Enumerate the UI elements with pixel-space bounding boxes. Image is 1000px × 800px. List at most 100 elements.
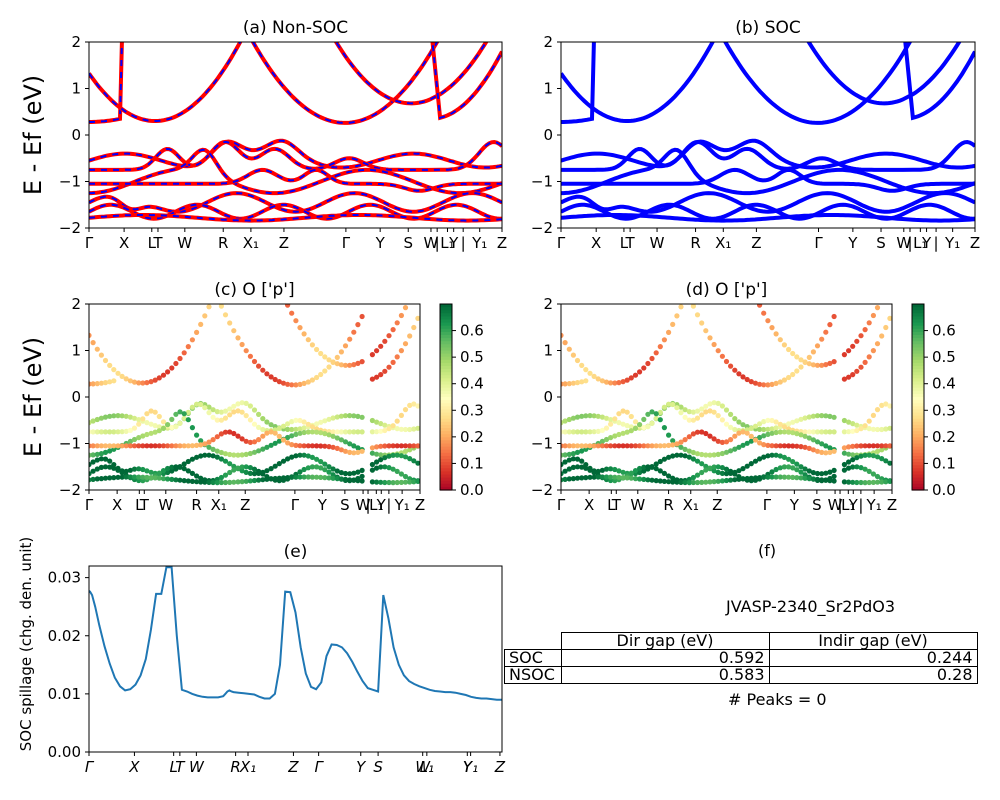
projected-point bbox=[415, 425, 420, 431]
projected-point bbox=[309, 424, 315, 430]
projected-point bbox=[596, 274, 601, 279]
x-tick-label: Z bbox=[494, 758, 506, 776]
colorbar-segment bbox=[440, 325, 452, 330]
projected-point bbox=[678, 274, 683, 279]
projected-point bbox=[285, 274, 290, 279]
projected-point bbox=[107, 448, 113, 454]
projected-point bbox=[621, 274, 626, 279]
colorbar-segment bbox=[440, 328, 452, 333]
projected-point bbox=[268, 466, 274, 472]
projected-point bbox=[661, 478, 668, 484]
projected-point bbox=[570, 456, 577, 462]
projected-point bbox=[879, 443, 885, 449]
projected-point bbox=[359, 414, 365, 420]
projected-point bbox=[95, 274, 100, 279]
projected-point bbox=[653, 415, 659, 421]
projected-point bbox=[658, 274, 663, 279]
projected-point bbox=[355, 469, 361, 475]
x-tick-label: Γ bbox=[314, 758, 324, 776]
projected-point bbox=[264, 476, 270, 482]
projected-point bbox=[862, 327, 868, 333]
projected-point bbox=[732, 274, 737, 279]
projected-point bbox=[711, 400, 717, 406]
projected-point bbox=[769, 426, 775, 432]
projected-point bbox=[359, 359, 365, 365]
projected-point bbox=[690, 417, 697, 423]
projected-point bbox=[870, 312, 877, 319]
projected-point bbox=[382, 274, 387, 279]
projected-point bbox=[293, 274, 298, 279]
projected-point bbox=[867, 274, 872, 279]
projected-point bbox=[806, 429, 812, 435]
projected-point bbox=[314, 274, 319, 279]
projected-point bbox=[181, 350, 187, 356]
projected-point bbox=[289, 310, 295, 316]
projected-point bbox=[240, 274, 245, 279]
projected-point bbox=[338, 476, 344, 482]
projected-point bbox=[827, 429, 833, 435]
projected-point bbox=[247, 417, 253, 423]
projected-point bbox=[711, 452, 717, 458]
projected-point bbox=[633, 274, 638, 279]
projected-point bbox=[773, 466, 779, 473]
projected-point bbox=[318, 419, 324, 425]
projected-point bbox=[227, 429, 233, 435]
projected-point bbox=[632, 419, 639, 425]
projected-point bbox=[874, 454, 881, 460]
projected-point bbox=[858, 453, 864, 459]
projected-point bbox=[703, 463, 709, 469]
projected-point bbox=[858, 274, 863, 279]
projected-point bbox=[629, 274, 634, 279]
projected-point bbox=[326, 475, 332, 481]
projected-point bbox=[654, 274, 659, 279]
projected-point bbox=[599, 414, 606, 420]
material-id: JVASP-2340_Sr2PdO3 bbox=[726, 597, 896, 616]
projected-point bbox=[140, 474, 146, 480]
colorbar-segment bbox=[440, 421, 452, 426]
projected-point bbox=[351, 413, 357, 419]
projected-point bbox=[111, 465, 117, 471]
projected-point bbox=[149, 274, 154, 279]
projected-point bbox=[305, 429, 311, 435]
x-tick-label: L₁ bbox=[420, 758, 434, 776]
projected-point bbox=[264, 274, 269, 279]
projected-point bbox=[716, 274, 721, 279]
colorbar-tick-label: 0.5 bbox=[460, 348, 484, 366]
projected-point bbox=[608, 474, 614, 480]
projected-point bbox=[260, 477, 266, 483]
x-tick-label: R bbox=[218, 234, 228, 252]
projected-point bbox=[657, 478, 663, 484]
x-tick-label: W bbox=[189, 758, 205, 776]
projected-point bbox=[169, 274, 174, 279]
projected-point bbox=[777, 453, 783, 459]
projected-point bbox=[107, 413, 113, 419]
projected-point bbox=[415, 443, 420, 449]
projected-point bbox=[107, 475, 113, 481]
projected-point bbox=[841, 352, 848, 358]
projected-point bbox=[115, 443, 121, 449]
projected-point bbox=[806, 476, 812, 482]
projected-point bbox=[765, 417, 771, 423]
projected-point bbox=[369, 352, 375, 358]
projected-point bbox=[773, 429, 779, 436]
panel-e: 0.030.020.010.00Γ X LT W R X₁ Z Γ Y S WL₁ YY₁ Z(e)SO… bbox=[17, 537, 506, 776]
projected-point bbox=[599, 474, 606, 480]
projected-point bbox=[297, 325, 303, 331]
projected-point bbox=[728, 448, 734, 454]
axes-frame bbox=[88, 565, 503, 753]
projected-point bbox=[724, 274, 729, 279]
projected-point bbox=[160, 372, 167, 378]
projected-point bbox=[566, 466, 572, 472]
projected-point bbox=[107, 362, 113, 368]
projected-point bbox=[666, 274, 671, 279]
projected-point bbox=[703, 430, 709, 437]
projected-point bbox=[608, 443, 614, 449]
projected-point bbox=[591, 413, 597, 419]
projected-point bbox=[715, 348, 721, 354]
projected-point bbox=[879, 402, 885, 408]
projected-point bbox=[678, 404, 684, 410]
projected-point bbox=[745, 274, 750, 279]
projected-point bbox=[244, 274, 249, 279]
projected-point bbox=[579, 274, 584, 279]
projected-point bbox=[712, 274, 717, 279]
